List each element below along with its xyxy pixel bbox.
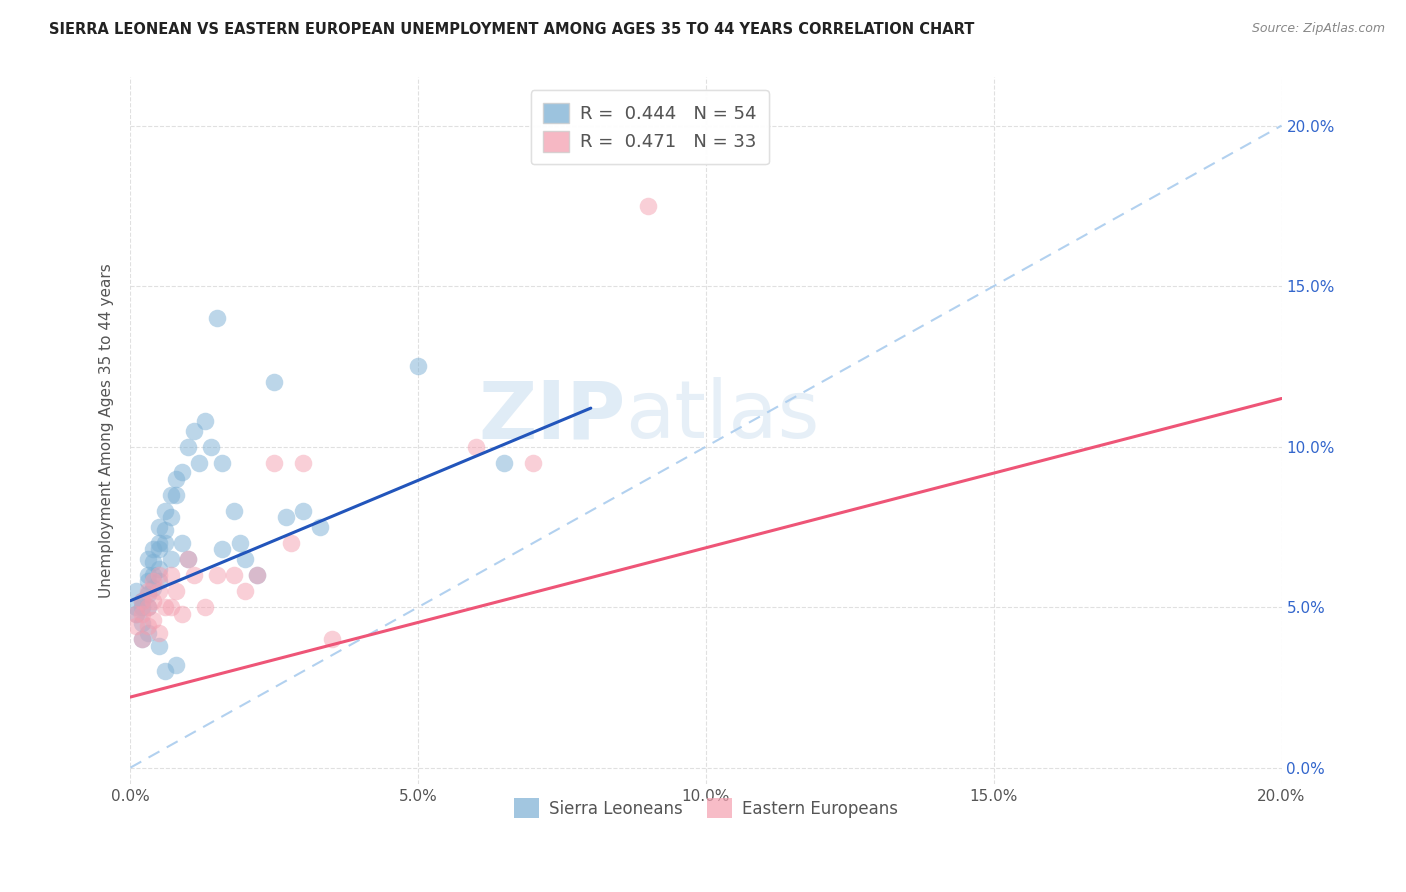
Point xyxy=(148,561,170,575)
Point xyxy=(159,510,181,524)
Point xyxy=(148,542,170,557)
Point xyxy=(292,504,315,518)
Point xyxy=(153,665,176,679)
Point xyxy=(142,555,165,569)
Point xyxy=(142,613,165,627)
Point xyxy=(522,456,544,470)
Point xyxy=(159,488,181,502)
Point xyxy=(235,584,257,599)
Point xyxy=(153,600,176,615)
Point xyxy=(172,466,194,480)
Point xyxy=(142,568,165,582)
Text: Source: ZipAtlas.com: Source: ZipAtlas.com xyxy=(1251,22,1385,36)
Point xyxy=(194,414,217,428)
Point xyxy=(153,504,176,518)
Point xyxy=(321,632,343,647)
Point xyxy=(177,552,200,566)
Point xyxy=(177,440,200,454)
Point xyxy=(637,199,659,213)
Point xyxy=(159,552,181,566)
Point xyxy=(263,376,285,390)
Point xyxy=(136,625,159,640)
Point xyxy=(142,593,165,607)
Point xyxy=(280,536,302,550)
Point xyxy=(136,587,159,601)
Point xyxy=(464,440,486,454)
Point xyxy=(131,600,153,615)
Point xyxy=(194,600,217,615)
Point xyxy=(125,619,148,633)
Point xyxy=(131,632,153,647)
Y-axis label: Unemployment Among Ages 35 to 44 years: Unemployment Among Ages 35 to 44 years xyxy=(100,263,114,598)
Point xyxy=(263,456,285,470)
Point xyxy=(136,600,159,615)
Point xyxy=(200,440,222,454)
Point xyxy=(148,536,170,550)
Point xyxy=(142,542,165,557)
Text: ZIP: ZIP xyxy=(478,377,626,456)
Point xyxy=(172,607,194,621)
Point xyxy=(177,552,200,566)
Point xyxy=(125,600,148,615)
Point xyxy=(183,424,205,438)
Point xyxy=(228,536,250,550)
Point xyxy=(222,504,245,518)
Point xyxy=(159,568,181,582)
Point xyxy=(148,574,170,589)
Point xyxy=(131,616,153,631)
Point xyxy=(153,536,176,550)
Point xyxy=(142,574,165,589)
Point xyxy=(165,584,187,599)
Point xyxy=(246,568,269,582)
Point xyxy=(125,584,148,599)
Point xyxy=(131,607,153,621)
Point xyxy=(235,552,257,566)
Point xyxy=(292,456,315,470)
Legend: Sierra Leoneans, Eastern Europeans: Sierra Leoneans, Eastern Europeans xyxy=(508,791,905,825)
Point xyxy=(205,311,228,326)
Point xyxy=(131,593,153,607)
Point xyxy=(148,639,170,653)
Point xyxy=(148,625,170,640)
Point xyxy=(172,536,194,550)
Text: atlas: atlas xyxy=(626,377,820,456)
Point xyxy=(136,552,159,566)
Point xyxy=(211,542,233,557)
Point xyxy=(211,456,233,470)
Point xyxy=(148,520,170,534)
Point xyxy=(153,523,176,537)
Point xyxy=(246,568,269,582)
Point xyxy=(136,574,159,589)
Text: SIERRA LEONEAN VS EASTERN EUROPEAN UNEMPLOYMENT AMONG AGES 35 TO 44 YEARS CORREL: SIERRA LEONEAN VS EASTERN EUROPEAN UNEMP… xyxy=(49,22,974,37)
Point xyxy=(125,607,148,621)
Point xyxy=(131,593,153,607)
Point xyxy=(222,568,245,582)
Point xyxy=(309,520,332,534)
Point xyxy=(136,600,159,615)
Point xyxy=(406,359,429,374)
Point xyxy=(165,472,187,486)
Point xyxy=(148,584,170,599)
Point xyxy=(148,568,170,582)
Point xyxy=(142,581,165,595)
Point xyxy=(125,607,148,621)
Point xyxy=(165,488,187,502)
Point xyxy=(165,657,187,672)
Point xyxy=(274,510,297,524)
Point xyxy=(494,456,516,470)
Point xyxy=(136,568,159,582)
Point xyxy=(183,568,205,582)
Point xyxy=(159,600,181,615)
Point xyxy=(205,568,228,582)
Point xyxy=(136,584,159,599)
Point xyxy=(136,619,159,633)
Point xyxy=(188,456,211,470)
Point xyxy=(131,632,153,647)
